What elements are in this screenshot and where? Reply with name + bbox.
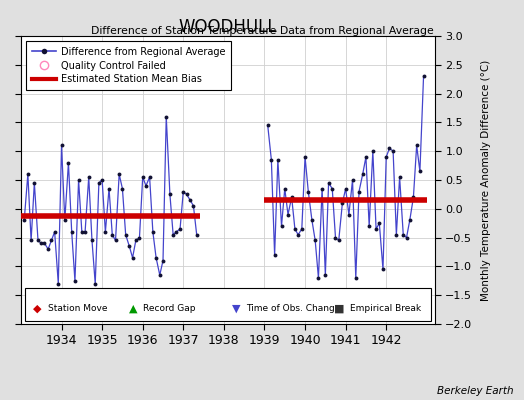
Text: Berkeley Earth: Berkeley Earth xyxy=(437,386,514,396)
FancyBboxPatch shape xyxy=(25,288,431,321)
Text: Record Gap: Record Gap xyxy=(143,304,195,313)
Text: Empirical Break: Empirical Break xyxy=(350,304,421,313)
Text: ◆: ◆ xyxy=(33,303,42,313)
Text: Difference of Station Temperature Data from Regional Average: Difference of Station Temperature Data f… xyxy=(91,26,433,36)
Legend: Difference from Regional Average, Quality Control Failed, Estimated Station Mean: Difference from Regional Average, Qualit… xyxy=(26,41,231,90)
Text: ▼: ▼ xyxy=(232,303,241,313)
Text: ■: ■ xyxy=(334,303,345,313)
Y-axis label: Monthly Temperature Anomaly Difference (°C): Monthly Temperature Anomaly Difference (… xyxy=(481,59,491,301)
Title: WOODHULL: WOODHULL xyxy=(179,18,277,36)
Text: Time of Obs. Change: Time of Obs. Change xyxy=(247,304,341,313)
Text: Station Move: Station Move xyxy=(48,304,107,313)
Text: ▲: ▲ xyxy=(128,303,137,313)
